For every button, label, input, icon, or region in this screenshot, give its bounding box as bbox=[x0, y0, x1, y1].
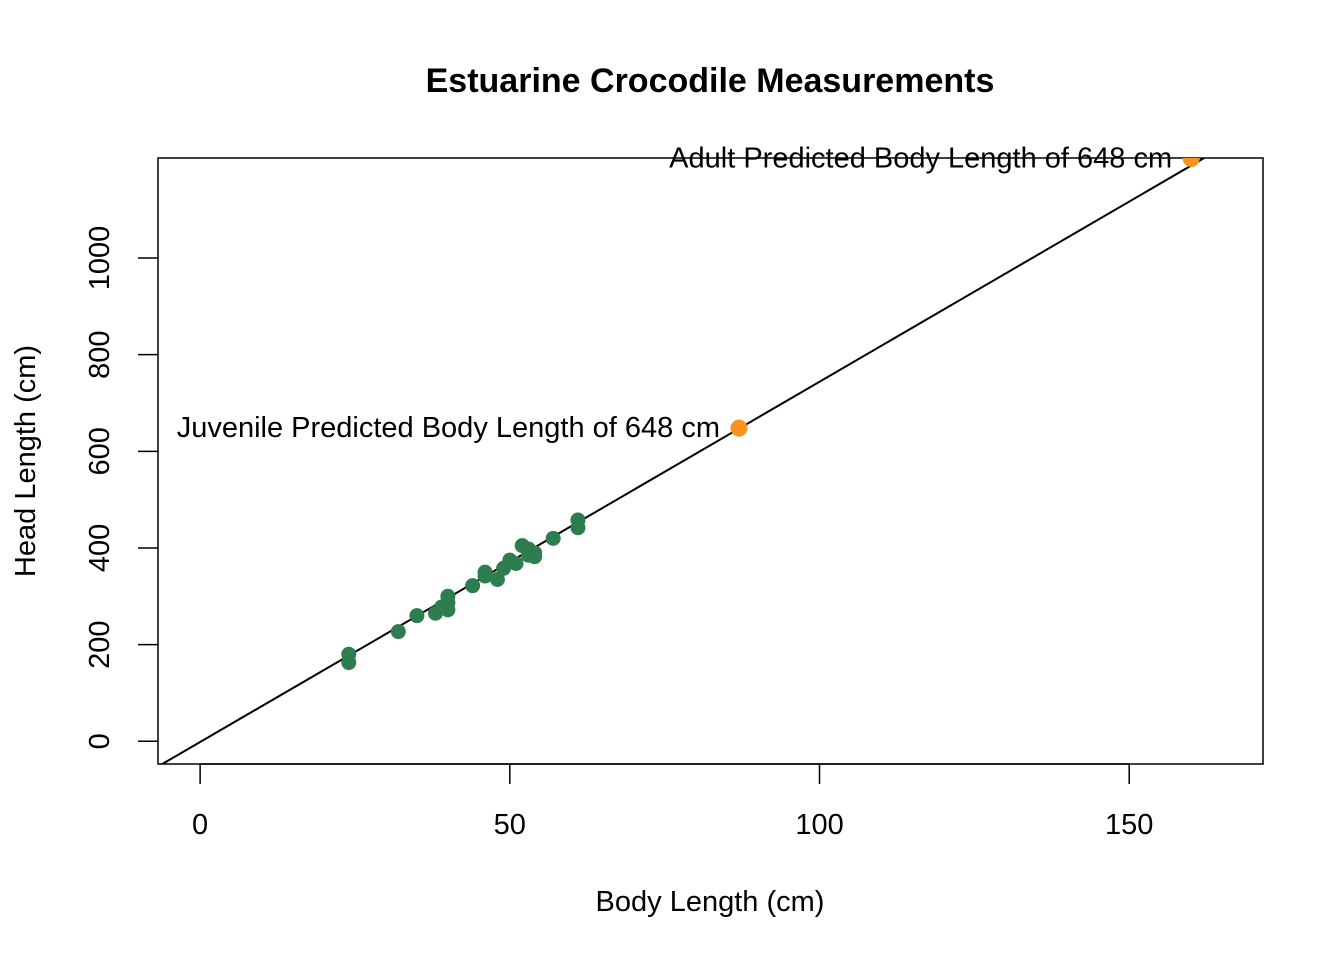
y-tick-label: 200 bbox=[84, 620, 116, 668]
x-axis: 0 50 100 150 bbox=[192, 763, 1153, 841]
x-tick-label: 50 bbox=[494, 809, 526, 841]
data-point bbox=[440, 602, 456, 618]
data-point bbox=[409, 608, 425, 624]
plot-frame bbox=[157, 157, 1264, 765]
prediction-annotation: Adult Predicted Body Length of 648 cm bbox=[669, 142, 1172, 174]
x-tick-label: 100 bbox=[795, 809, 843, 841]
data-point bbox=[477, 568, 493, 584]
predicted-point bbox=[1182, 158, 1200, 167]
y-tick-label: 0 bbox=[84, 733, 116, 749]
data-point bbox=[341, 655, 357, 671]
x-tick-label: 0 bbox=[192, 809, 208, 841]
y-tick-label: 800 bbox=[84, 330, 116, 378]
y-tick-label: 1000 bbox=[84, 226, 116, 291]
y-tick-label: 400 bbox=[84, 524, 116, 572]
data-point bbox=[489, 571, 505, 587]
annotations: Juvenile Predicted Body Length of 648 cm… bbox=[177, 142, 1172, 444]
prediction-annotation: Juvenile Predicted Body Length of 648 cm bbox=[177, 412, 720, 444]
data-point bbox=[465, 578, 481, 594]
data-point bbox=[390, 624, 406, 640]
data-point bbox=[570, 520, 586, 536]
y-tick-label: 600 bbox=[84, 427, 116, 475]
data-point bbox=[527, 549, 543, 565]
data-point bbox=[545, 530, 561, 546]
chart-title: Estuarine Crocodile Measurements bbox=[426, 62, 995, 100]
predicted-point bbox=[730, 419, 748, 437]
data-point bbox=[508, 555, 524, 571]
x-axis-label: Body Length (cm) bbox=[596, 886, 825, 918]
plot-area bbox=[160, 158, 1207, 764]
y-axis-label: Head Length (cm) bbox=[10, 345, 42, 577]
x-tick-label: 150 bbox=[1105, 809, 1153, 841]
y-axis: 0 200 400 600 800 1000 bbox=[84, 226, 158, 749]
regression-line bbox=[160, 158, 1207, 764]
